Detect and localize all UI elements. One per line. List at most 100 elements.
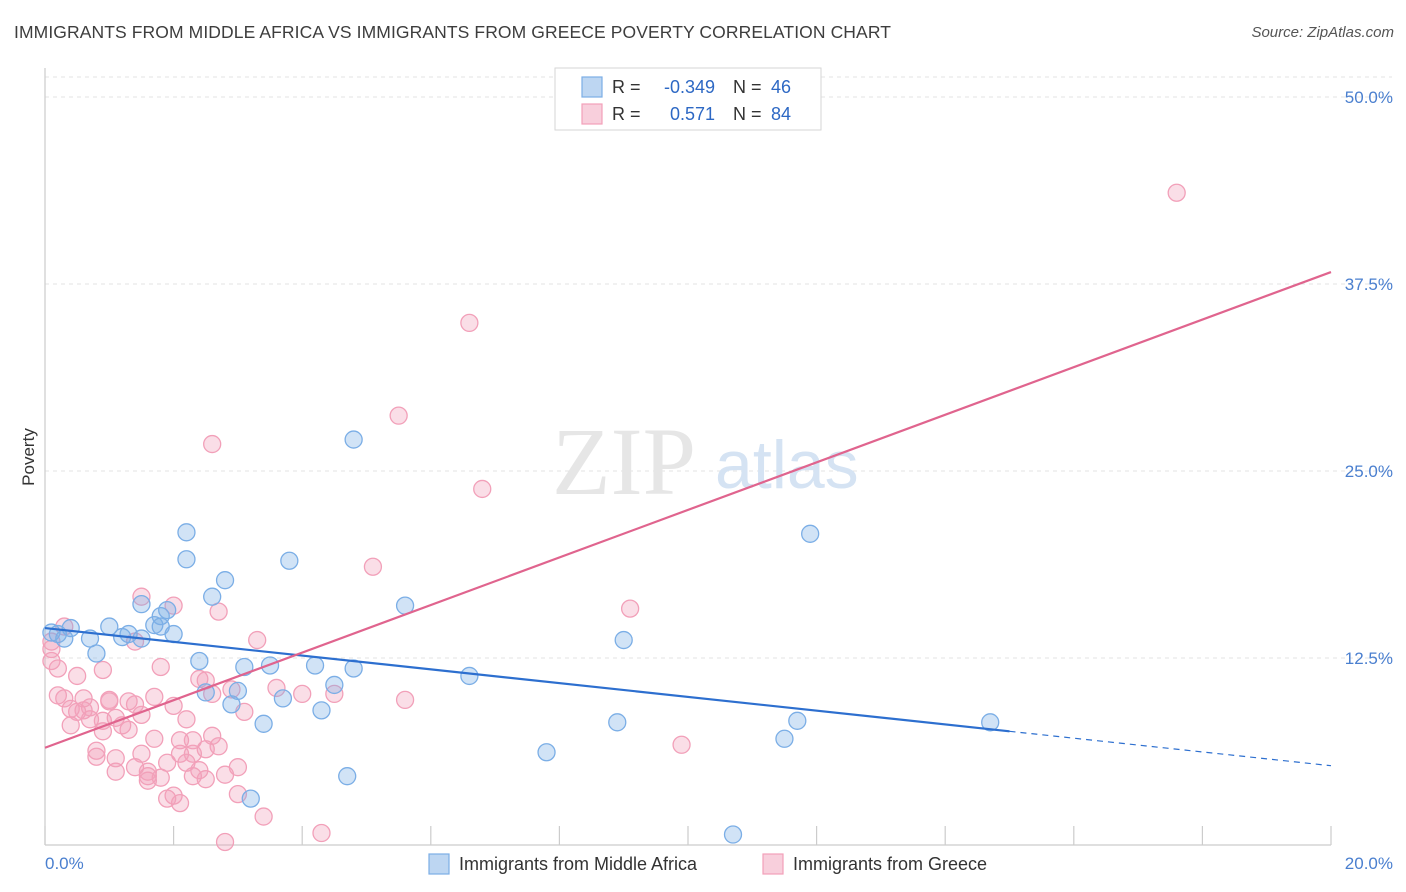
data-point (228, 758, 248, 777)
data-point (267, 678, 286, 698)
data-point (273, 689, 293, 708)
data-point (158, 753, 177, 772)
trend-line (44, 271, 1332, 749)
data-point (280, 551, 299, 570)
source-credit: Source: ZipAtlas.com (1251, 24, 1394, 41)
data-point (151, 657, 170, 677)
data-point (215, 571, 235, 590)
data-point (170, 793, 190, 813)
data-point (145, 729, 164, 748)
data-point (222, 680, 241, 699)
data-point (305, 656, 325, 675)
data-point (389, 406, 408, 425)
data-point (68, 666, 87, 686)
data-point (158, 600, 177, 620)
y-axis-label: Poverty (19, 428, 38, 486)
data-point (132, 594, 151, 614)
legend-r-label: R = (612, 77, 641, 97)
data-point (132, 587, 151, 606)
data-point (177, 523, 196, 542)
grid-lines (45, 76, 1392, 659)
series-legend: Immigrants from Middle Africa Immigrants … (428, 853, 987, 875)
legend-r-value: 0.571 (670, 104, 715, 124)
legend-swatch (581, 76, 603, 98)
x-tick-label: 20.0% (1345, 854, 1393, 873)
data-point (344, 659, 363, 678)
legend-swatch (762, 853, 784, 875)
legend-r-label: R = (612, 104, 641, 124)
data-point (241, 789, 260, 808)
data-point (177, 550, 196, 569)
data-point (254, 714, 273, 733)
data-point (325, 675, 344, 695)
correlation-legend: R = -0.349 N = 46 R = 0.571 N = 84 (554, 67, 822, 131)
legend-swatch (581, 103, 603, 125)
data-point (723, 825, 743, 844)
data-point (106, 762, 125, 781)
data-point (183, 731, 203, 750)
trend-line (44, 626, 1010, 733)
watermark: ZIP atlas (552, 408, 859, 515)
data-points (42, 183, 1186, 852)
legend-n-label: N = (733, 104, 762, 124)
y-tick-labels: 12.5% 25.0% 37.5% 50.0% (1345, 88, 1393, 668)
data-point (363, 557, 383, 576)
axes (44, 68, 1332, 846)
data-point (100, 690, 119, 710)
legend-swatch (428, 853, 450, 875)
chart-title: IMMIGRANTS FROM MIDDLE AFRICA VS IMMIGRA… (14, 22, 892, 42)
trend-line-extension (1009, 730, 1332, 767)
legend-r-value: -0.349 (664, 77, 715, 97)
data-point (801, 524, 820, 543)
data-point (87, 747, 106, 766)
y-tick-label: 12.5% (1345, 649, 1393, 668)
data-point (125, 695, 145, 714)
legend-series-label: Immigrants from Greece (793, 854, 987, 874)
y-tick-label: 25.0% (1345, 462, 1393, 481)
data-point (608, 713, 627, 732)
x-tick-label: 0.0% (45, 854, 84, 873)
data-point (190, 651, 209, 671)
data-point (48, 659, 68, 678)
data-point (93, 660, 113, 680)
y-tick-label: 50.0% (1345, 88, 1393, 107)
data-point (164, 786, 183, 805)
data-point (672, 735, 691, 754)
data-point (119, 720, 138, 739)
data-point (228, 681, 248, 701)
legend-n-label: N = (733, 77, 762, 97)
data-point (87, 644, 106, 663)
data-point (537, 743, 556, 762)
data-point (55, 689, 74, 708)
data-point (254, 807, 273, 826)
data-point (203, 726, 222, 745)
data-point (145, 615, 164, 635)
data-point (170, 731, 190, 750)
data-point (460, 666, 479, 686)
data-point (209, 737, 228, 756)
data-point (164, 624, 183, 644)
x-tick-labels: 0.0% 20.0% (45, 854, 1393, 873)
legend-series-label: Immigrants from Middle Africa (459, 854, 698, 874)
watermark-zip: ZIP (552, 408, 696, 515)
data-point (620, 599, 640, 618)
data-point (235, 657, 254, 677)
data-point (788, 711, 807, 730)
data-point (293, 684, 312, 704)
data-point (87, 741, 106, 760)
data-point (338, 767, 357, 786)
data-point (344, 430, 363, 449)
data-point (248, 630, 267, 650)
data-point (312, 701, 331, 720)
data-point (1167, 183, 1186, 202)
data-point (203, 434, 222, 454)
data-point (215, 832, 235, 852)
data-point (312, 823, 331, 843)
data-point (196, 770, 215, 789)
data-point (395, 690, 415, 710)
data-point (460, 313, 479, 333)
data-point (106, 749, 125, 768)
data-point (473, 479, 492, 499)
data-point (177, 710, 196, 729)
